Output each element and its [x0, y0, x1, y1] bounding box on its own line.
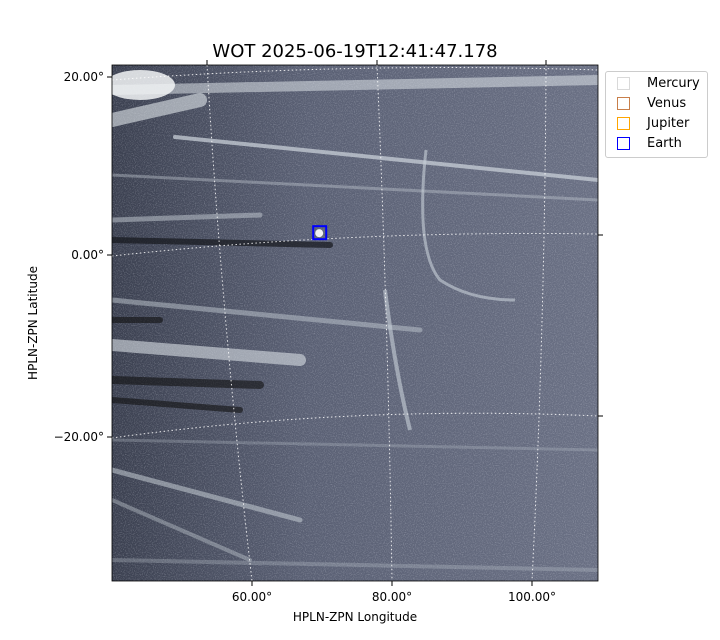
latitude-gridline [112, 232, 598, 257]
streak [112, 75, 598, 95]
streak [112, 237, 333, 248]
legend-swatch [617, 96, 630, 110]
longitude-gridline [376, 65, 393, 581]
legend-swatch [617, 76, 630, 90]
y-tick-label: −20.00° [54, 430, 104, 444]
chart-title: WOT 2025-06-19T12:41:47.178 [212, 41, 497, 62]
streak [112, 297, 423, 333]
streak [112, 212, 263, 223]
streak [112, 397, 243, 413]
streak [112, 376, 264, 389]
longitude-gridline [206, 65, 253, 581]
y-axis-label: HPLN-ZPN Latitude [26, 266, 40, 380]
streak [112, 467, 303, 523]
legend-label: Earth [647, 135, 682, 151]
streak [112, 498, 252, 562]
streak [383, 289, 412, 431]
latitude-gridline [112, 67, 598, 81]
x-tick-label: 80.00° [372, 590, 412, 604]
legend-label: Venus [647, 95, 687, 111]
streak [112, 173, 598, 202]
streak [112, 339, 306, 366]
x-tick-label: 60.00° [232, 590, 272, 604]
legend-item-mercury: Mercury [617, 74, 700, 92]
plot-frame [111, 64, 599, 582]
earth-marker [312, 225, 328, 241]
y-tick-label: 0.00° [71, 248, 104, 262]
legend-item-earth: Earth [617, 134, 682, 152]
planet-glow [315, 229, 324, 238]
bright-region [112, 70, 175, 100]
streak [112, 558, 598, 572]
legend-item-jupiter: Jupiter [617, 114, 689, 132]
streak [112, 438, 598, 452]
legend-label: Jupiter [647, 115, 690, 131]
legend-item-venus: Venus [617, 94, 686, 112]
streak [173, 135, 598, 182]
x-tick-label: 100.00° [508, 590, 556, 604]
legend: Mercury Venus Jupiter Earth [605, 71, 708, 158]
image-area [112, 65, 598, 581]
streak [112, 93, 207, 127]
x-axis-label: HPLN-ZPN Longitude [293, 610, 417, 624]
legend-label: Mercury [647, 75, 700, 91]
y-tick-label: 20.00° [64, 70, 104, 84]
longitude-gridline [531, 65, 547, 581]
streak [421, 149, 516, 302]
legend-swatch [617, 116, 630, 130]
legend-swatch [617, 136, 630, 150]
